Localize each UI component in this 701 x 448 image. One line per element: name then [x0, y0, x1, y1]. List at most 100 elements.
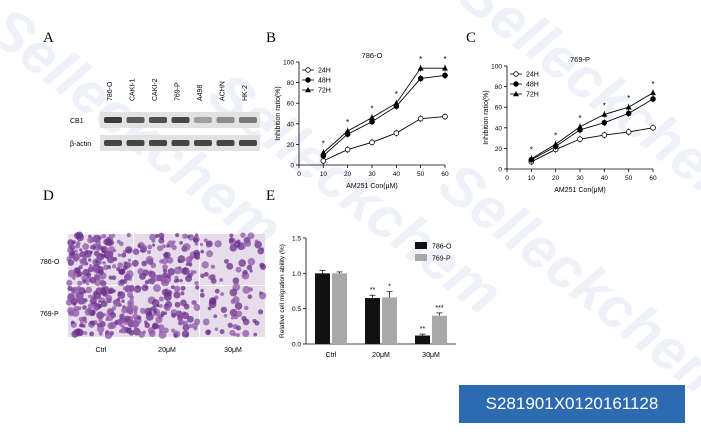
stained-cell — [213, 314, 218, 319]
x-axis-label: AM251 Con(μM) — [346, 183, 398, 190]
stained-cell — [229, 233, 234, 238]
data-point — [528, 155, 535, 161]
bar — [315, 273, 330, 344]
data-point — [577, 123, 583, 130]
stained-cell — [191, 322, 198, 329]
data-point — [577, 136, 583, 142]
stained-cell — [180, 291, 185, 296]
stained-cell — [100, 245, 108, 253]
data-point — [601, 132, 608, 138]
bar — [332, 273, 347, 344]
stained-cell — [220, 306, 228, 313]
stained-cell — [158, 304, 163, 308]
legend-marker — [305, 87, 311, 93]
stained-cell — [242, 330, 250, 338]
significance-marker: * — [370, 105, 373, 114]
stained-cell — [101, 233, 107, 239]
stained-cell — [127, 276, 133, 281]
stained-cell — [127, 319, 132, 324]
legend-swatch — [415, 242, 427, 249]
stained-cell — [171, 244, 177, 251]
stained-cell — [72, 253, 79, 261]
lane-label: A498 — [197, 85, 204, 101]
stained-cell — [202, 318, 210, 326]
stained-cell — [144, 285, 148, 289]
stained-cell — [133, 327, 139, 334]
legend-marker — [513, 81, 519, 87]
stained-cell — [208, 274, 214, 280]
stained-cell — [132, 313, 139, 320]
stained-cell — [200, 273, 205, 279]
y-tick-label: 0 — [290, 163, 294, 170]
stained-cell — [111, 275, 117, 281]
lane-label: 769-P — [175, 82, 182, 101]
stained-cell — [107, 322, 115, 330]
stained-cell — [89, 331, 95, 337]
stained-cell — [140, 244, 147, 251]
stained-cell — [174, 266, 182, 275]
y-tick-label: 40 — [495, 125, 503, 132]
y-tick-label: 60 — [495, 105, 503, 112]
blot-band — [239, 140, 257, 146]
stained-cell — [232, 277, 240, 285]
stained-cell — [100, 290, 107, 297]
stained-cell — [136, 315, 142, 320]
series-line — [323, 67, 445, 153]
stained-cell — [133, 323, 138, 328]
stained-cell — [240, 232, 246, 238]
stained-cell — [113, 300, 120, 307]
lane-label: 786-O — [107, 81, 114, 101]
x-axis-label: AM251 Con(μM) — [554, 187, 606, 194]
blot-band — [171, 140, 190, 146]
stained-cell — [71, 241, 76, 245]
blot-band — [149, 140, 167, 146]
stained-cell — [161, 244, 166, 249]
stained-cell — [142, 269, 150, 277]
legend-marker — [305, 77, 311, 83]
x-tick-label: 40 — [601, 175, 609, 182]
stained-cell — [244, 240, 252, 247]
stained-cell — [181, 312, 190, 320]
stained-cell — [144, 322, 151, 329]
stained-cell — [127, 262, 132, 268]
y-axis-label: Inhibition ratio(%) — [483, 90, 490, 144]
stained-cell — [227, 322, 233, 328]
data-point — [393, 100, 400, 106]
stained-cell — [79, 323, 84, 328]
blot-band — [194, 140, 212, 146]
legend-label: 48H — [318, 78, 331, 85]
legend-marker — [513, 91, 519, 97]
stained-cell — [83, 320, 88, 324]
blot-band — [171, 117, 190, 123]
data-point — [625, 104, 632, 110]
stained-cell — [162, 272, 169, 279]
x-tick-label: 20 — [552, 175, 560, 182]
stained-cell — [177, 319, 185, 326]
stained-cell — [86, 282, 90, 286]
stained-cell — [150, 305, 157, 312]
band-label: CB1 — [70, 118, 84, 125]
panel-letter-a: A — [43, 30, 54, 46]
stained-cell — [247, 232, 255, 240]
micrograph-column-label: 20μM — [158, 347, 176, 354]
stained-cell — [210, 297, 217, 304]
stained-cell — [94, 274, 100, 280]
stained-cell — [248, 287, 254, 292]
stained-cell — [77, 306, 82, 311]
data-point — [320, 149, 327, 155]
data-point — [369, 139, 375, 146]
stained-cell — [177, 255, 186, 263]
stained-cell — [87, 236, 94, 244]
stained-cell — [118, 241, 124, 247]
stained-cell — [173, 285, 181, 293]
x-tick-label: 20μM — [372, 352, 390, 359]
stained-cell — [111, 233, 116, 238]
stained-cell — [118, 329, 123, 334]
lane-label: CAKI-2 — [152, 78, 159, 101]
y-tick-label: 20 — [495, 146, 503, 153]
data-point — [442, 113, 448, 120]
stained-cell — [126, 232, 132, 238]
